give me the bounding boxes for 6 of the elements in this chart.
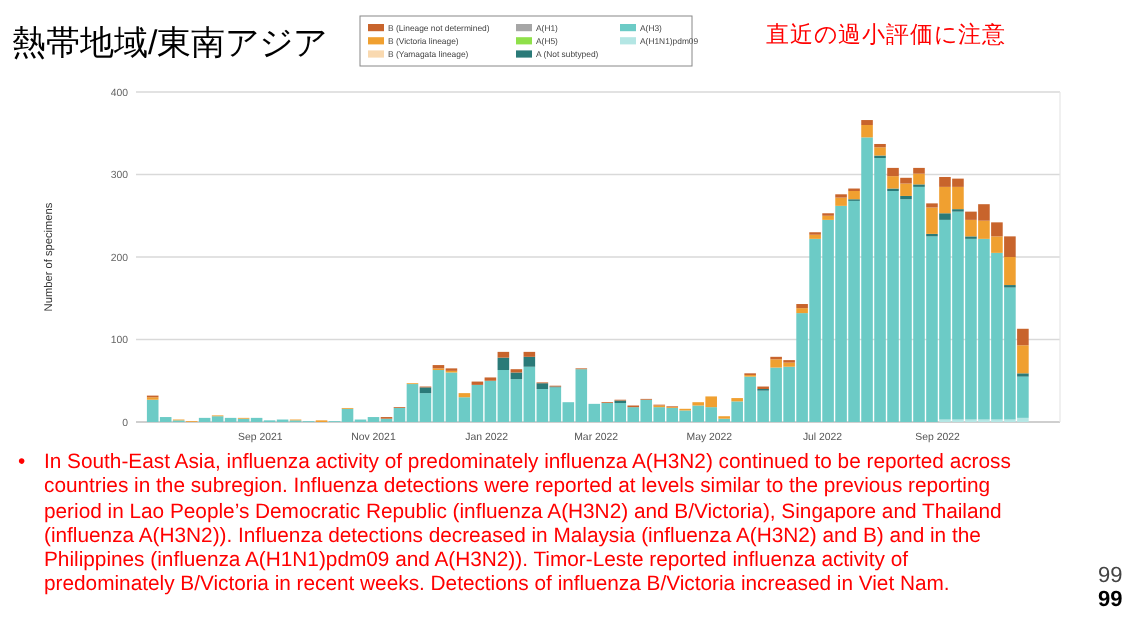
chart-title: 熱帯地域/東南アジア xyxy=(12,24,328,62)
text: 99 xyxy=(1098,588,1123,612)
text: 99 xyxy=(1098,564,1123,588)
text: • xyxy=(18,452,26,477)
text: In South-East Asia, influenza activity of predominately influenza A(H3N2) continued to be reported across countries in the subregion. Influenza detections were reported at levels similar to the previous reporting period in Lao People’s Democratic Republic (influenza A(H3N2) and B/Victoria), Singapore and Thailand (influenza A(H3N2)). Influenza detections decreased in Malaysia (influenza A(H3N2) and B) and in the Philippines (influenza A(H1N1)pdm09 and A(H3N2)). Timor-Leste reported influenza activity of predominately B/Victoria in recent weeks. Detections of influenza B/Victoria increased in Viet Nam. xyxy=(44,452,1013,600)
chart-subtitle: 直近の過小評価に注意 xyxy=(766,20,1006,48)
